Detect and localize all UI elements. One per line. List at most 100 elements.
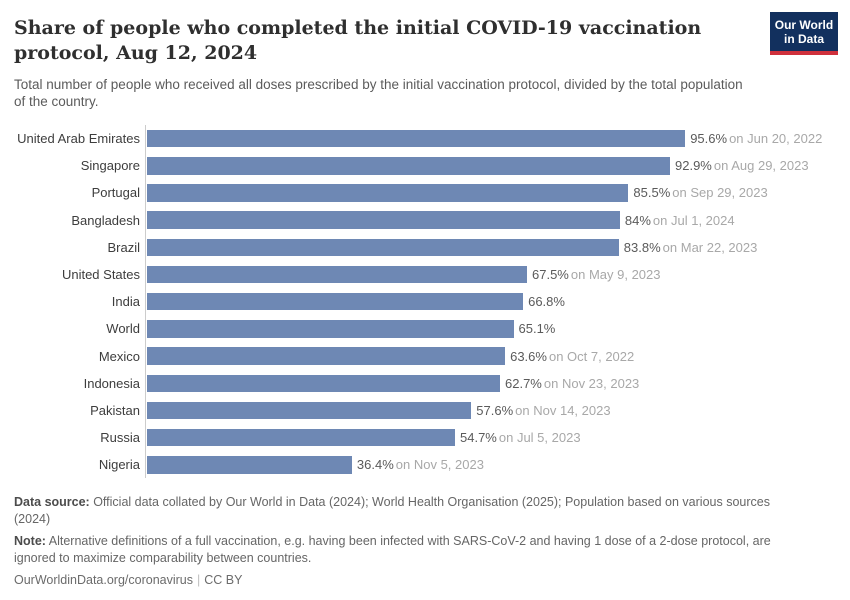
bar bbox=[147, 129, 686, 148]
bar-row: Mexico 63.6% on Oct 7, 2022 bbox=[14, 342, 836, 370]
country-label: United Arab Emirates bbox=[17, 131, 140, 147]
country-label: Portugal bbox=[91, 185, 140, 201]
value-label: 92.9% bbox=[675, 158, 712, 174]
bar bbox=[147, 211, 620, 229]
bar-row: Pakistan 57.6% on Nov 14, 2023 bbox=[14, 396, 836, 425]
value-label: 95.6% bbox=[690, 131, 728, 147]
bar-row: Portugal 85.5% on Sep 29, 2023 bbox=[14, 179, 836, 207]
value-label: 36.4% bbox=[356, 457, 394, 473]
bar-track: 57.6% on Nov 14, 2023 bbox=[145, 396, 836, 425]
value-label: 67.5% bbox=[532, 267, 569, 283]
subtitle-line-1: Total number of people who received all … bbox=[14, 77, 743, 92]
bar-row: Russia 54.7% on Jul 5, 2023 bbox=[14, 424, 836, 452]
country-label: India bbox=[111, 294, 140, 310]
country-label: Bangladesh bbox=[71, 212, 140, 228]
bar-track: 62.7% on Nov 23, 2023 bbox=[145, 369, 836, 397]
license-label: CC BY bbox=[204, 573, 243, 588]
title-line-1: Share of people who completed the initia… bbox=[14, 17, 702, 39]
bar bbox=[147, 456, 352, 474]
value-label: 84% bbox=[624, 212, 651, 228]
note-line-1: Note: Alternative definitions of a full … bbox=[14, 533, 836, 550]
country-label: United States bbox=[61, 267, 140, 283]
data-source-line-2: (2024) bbox=[14, 511, 51, 526]
bar bbox=[147, 265, 527, 284]
date-label: on Nov 5, 2023 bbox=[395, 457, 484, 473]
owid-logo-line-1: Our World bbox=[774, 18, 834, 32]
data-source-body: Official data collated by Our World in D… bbox=[89, 495, 770, 510]
bar bbox=[147, 428, 455, 447]
bar bbox=[147, 347, 506, 365]
bar-chart: United Arab Emirates 95.6% on Jun 20, 2022… bbox=[14, 125, 836, 479]
date-label: on Oct 7, 2022 bbox=[548, 348, 635, 364]
separator: | bbox=[197, 573, 201, 588]
bar-row: Brazil 83.8% on Mar 22, 2023 bbox=[14, 233, 836, 261]
country-label: Brazil bbox=[107, 239, 140, 255]
bar-track: 84% on Jul 1, 2024 bbox=[145, 206, 836, 234]
owid-url: OurWorldinData.org/coronavirus bbox=[14, 573, 194, 588]
note-text: Note: Alternative definitions of a full … bbox=[14, 533, 836, 566]
bar-track: 85.5% on Sep 29, 2023 bbox=[145, 179, 836, 207]
bar-track: 95.6% on Jun 20, 2022 bbox=[145, 125, 836, 153]
note-label: Note: bbox=[14, 534, 46, 549]
chart-subtitle: Total number of people who received all … bbox=[14, 77, 836, 110]
bar bbox=[147, 157, 670, 175]
license-line: OurWorldinData.org/coronavirus | CC BY bbox=[14, 572, 836, 589]
note-body: Alternative definitions of a full vaccin… bbox=[45, 534, 771, 549]
bar-row: Bangladesh 84% on Jul 1, 2024 bbox=[14, 206, 836, 234]
value-label: 63.6% bbox=[510, 348, 547, 364]
date-label: on Jun 20, 2022 bbox=[729, 131, 823, 147]
data-source-text: Data source: Official data collated by O… bbox=[14, 494, 836, 527]
date-label: on Sep 29, 2023 bbox=[672, 185, 768, 201]
bar-row: United States 67.5% on May 9, 2023 bbox=[14, 260, 836, 289]
bar bbox=[147, 401, 472, 420]
bar bbox=[147, 292, 524, 311]
country-label: Indonesia bbox=[83, 375, 140, 391]
bar-track: 92.9% on Aug 29, 2023 bbox=[145, 152, 836, 180]
bar bbox=[147, 374, 500, 393]
note-line-2: ignored to maximize comparability betwee… bbox=[14, 550, 312, 565]
bar-track: 66.8% bbox=[145, 288, 836, 316]
bar-track: 65.1% bbox=[145, 315, 836, 343]
bar-row: India 66.8% bbox=[14, 288, 836, 316]
value-label: 62.7% bbox=[505, 375, 542, 391]
bar-rows: United Arab Emirates 95.6% on Jun 20, 2022… bbox=[14, 125, 836, 479]
country-label: Nigeria bbox=[98, 457, 140, 473]
owid-logo: Our World in Data bbox=[770, 12, 838, 55]
chart-header: Share of people who completed the initia… bbox=[14, 12, 838, 110]
owid-logo-line-2: in Data bbox=[783, 32, 824, 46]
country-label: Mexico bbox=[98, 348, 140, 364]
date-label: on Jul 1, 2024 bbox=[652, 212, 735, 228]
data-source-label: Data source: bbox=[14, 495, 90, 510]
page-title: Share of people who completed the initia… bbox=[14, 16, 759, 66]
data-source-line-1: Data source: Official data collated by O… bbox=[14, 494, 836, 511]
bar bbox=[147, 320, 514, 338]
bar-track: 54.7% on Jul 5, 2023 bbox=[145, 424, 836, 452]
bar-row: United Arab Emirates 95.6% on Jun 20, 2022 bbox=[14, 125, 836, 153]
value-label: 85.5% bbox=[633, 185, 671, 201]
bar-row: World 65.1% bbox=[14, 315, 836, 343]
date-label: on May 9, 2023 bbox=[570, 267, 661, 283]
bar-row: Nigeria 36.4% on Nov 5, 2023 bbox=[14, 451, 836, 479]
bar-row: Indonesia 62.7% on Nov 23, 2023 bbox=[14, 369, 836, 397]
bar-row: Singapore 92.9% on Aug 29, 2023 bbox=[14, 152, 836, 180]
bar-track: 63.6% on Oct 7, 2022 bbox=[145, 342, 836, 370]
date-label: on Nov 14, 2023 bbox=[515, 402, 611, 418]
country-label: Pakistan bbox=[90, 402, 140, 418]
date-label: on Mar 22, 2023 bbox=[662, 239, 758, 255]
country-label: World bbox=[106, 321, 140, 337]
bar bbox=[147, 238, 619, 257]
value-label: 54.7% bbox=[460, 430, 497, 446]
value-label: 57.6% bbox=[476, 402, 514, 418]
value-label: 66.8% bbox=[528, 294, 565, 310]
subtitle-line-2: of the country. bbox=[14, 93, 99, 109]
bar bbox=[147, 184, 629, 202]
date-label: on Nov 23, 2023 bbox=[543, 375, 640, 391]
value-label: 65.1% bbox=[518, 321, 556, 337]
bar-track: 67.5% on May 9, 2023 bbox=[145, 260, 836, 289]
date-label: on Jul 5, 2023 bbox=[498, 430, 581, 446]
bar-track: 83.8% on Mar 22, 2023 bbox=[145, 233, 836, 261]
value-label: 83.8% bbox=[623, 239, 661, 255]
country-label: Singapore bbox=[80, 158, 140, 174]
title-line-2: protocol, Aug 12, 2024 bbox=[14, 42, 258, 64]
